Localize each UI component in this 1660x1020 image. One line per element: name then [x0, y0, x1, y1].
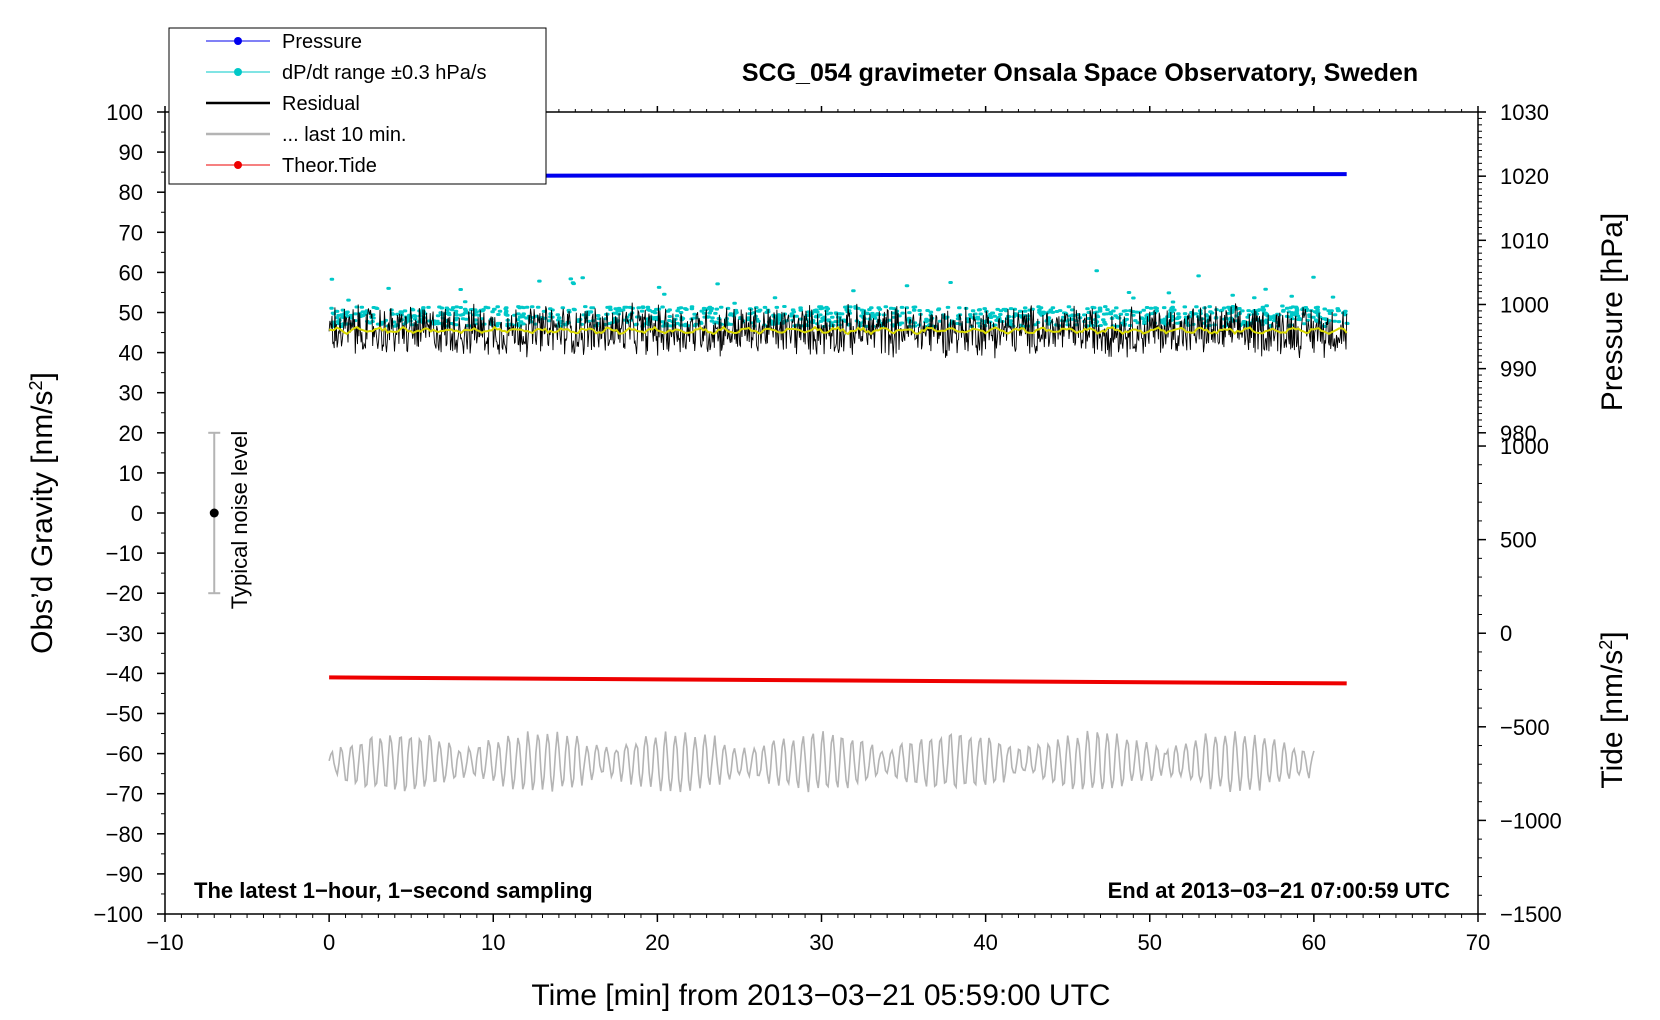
x-tick-label: 20: [645, 930, 669, 955]
y-tick-label: 90: [119, 140, 143, 165]
note-end-time: End at 2013−03−21 07:00:59 UTC: [1108, 878, 1451, 903]
x-tick-label: 10: [481, 930, 505, 955]
y-left-axis-title-close: ]: [26, 372, 59, 380]
tide-line: [329, 675, 1347, 686]
y-right-pressure-title: Pressure [hPa]: [1596, 213, 1629, 411]
x-tick-label: 60: [1302, 930, 1326, 955]
y-tick-label: −20: [106, 581, 143, 606]
tide-tick-label: −500: [1500, 715, 1550, 740]
x-tick-label: 40: [973, 930, 997, 955]
x-axis-ticks: −10 0 10 20 30 40 50 60 70: [146, 106, 1490, 955]
noise-bar-center: [209, 508, 219, 518]
y-tick-label: 80: [119, 180, 143, 205]
y-tick-label: −70: [106, 782, 143, 807]
y-tick-label: 20: [119, 421, 143, 446]
tide-tick-label: 1000: [1500, 434, 1549, 459]
legend: Pressure dP/dt range ±0.3 hPa/s Residual..…: [168, 27, 547, 185]
x-axis-title: Time [min] from 2013−03−21 05:59:00 UTC: [531, 979, 1110, 1012]
x-tick-label: −10: [146, 930, 183, 955]
legend-label: Residual: [282, 93, 360, 115]
y-tick-label: 70: [119, 220, 143, 245]
x-tick-label: 50: [1138, 930, 1162, 955]
y-left-axis-title: Obs’d Gravity [nm/s2]: [26, 372, 59, 654]
pressure-tick-label: 1010: [1500, 228, 1549, 253]
data-series: [328, 172, 1350, 793]
y-tick-label: 30: [119, 381, 143, 406]
legend-label: Pressure: [282, 31, 362, 53]
y-left-axis-title-sup: 2: [26, 380, 46, 390]
tide-tick-label: 500: [1500, 528, 1537, 553]
y-right-tide-title-close: ]: [1596, 631, 1629, 639]
y-tick-label: −40: [106, 661, 143, 686]
pressure-tick-label: 1020: [1500, 164, 1549, 189]
y-tick-label: −10: [106, 541, 143, 566]
y-tick-label: 10: [119, 461, 143, 486]
legend-marker: [234, 161, 242, 169]
last-10-min-line: [328, 730, 1315, 793]
tide-axis-ticks: 1000 500 0 −500 −1000 −1500: [1478, 434, 1562, 927]
y-tick-label: 0: [131, 501, 143, 526]
y-tick-label: −50: [106, 702, 143, 727]
plot-frame: [164, 111, 1479, 915]
residual-line: [328, 302, 1348, 359]
legend-marker: [234, 37, 242, 45]
legend-label: dP/dt range ±0.3 hPa/s: [282, 62, 486, 84]
note-sampling: The latest 1−hour, 1−second sampling: [194, 878, 593, 903]
y-tick-label: 60: [119, 260, 143, 285]
pressure-tick-label: 980: [1500, 421, 1537, 446]
pressure-tick-label: 1030: [1500, 100, 1549, 125]
y-tick-label: −100: [93, 902, 143, 927]
tide-tick-label: −1500: [1500, 902, 1562, 927]
x-tick-label: 0: [323, 930, 335, 955]
y-right-tide-title-sup: 2: [1596, 640, 1616, 650]
legend-label: Theor.Tide: [282, 155, 377, 177]
pressure-tick-label: 1000: [1500, 292, 1549, 317]
y-tick-label: −60: [106, 742, 143, 767]
y-right-tide-title: Tide [nm/s2]: [1596, 631, 1629, 788]
y-right-tide-title-main: Tide [nm/s: [1596, 650, 1629, 789]
y-tick-label: −80: [106, 822, 143, 847]
noise-level-bar: [208, 431, 221, 595]
legend-label: ... last 10 min.: [282, 124, 407, 146]
y-tick-label: −90: [106, 862, 143, 887]
y-tick-label: 100: [106, 100, 143, 125]
tide-tick-label: −1000: [1500, 808, 1562, 833]
tide-tick-label: 0: [1500, 621, 1512, 646]
y-tick-label: 40: [119, 341, 143, 366]
chart-title: SCG_054 gravimeter Onsala Space Observat…: [742, 59, 1418, 87]
legend-rows: Pressure dP/dt range ±0.3 hPa/s Residual..…: [206, 31, 486, 177]
y-tick-label: −30: [106, 621, 143, 646]
y-left-axis-title-main: Obs’d Gravity [nm/s: [26, 390, 59, 653]
y-tick-label: 50: [119, 301, 143, 326]
pressure-axis-ticks: 1030 1020 1010 1000 990 980: [1478, 100, 1549, 446]
pressure-tick-label: 990: [1500, 357, 1537, 382]
y-left-axis-ticks: 1009080706050403020100−10−20−30−40−50−60…: [93, 100, 165, 927]
noise-level-label: Typical noise level: [227, 431, 252, 610]
legend-marker: [234, 68, 242, 76]
x-tick-label: 70: [1466, 930, 1490, 955]
residual-smoothed-line: [328, 325, 1348, 336]
x-tick-label: 30: [809, 930, 833, 955]
legend-box: [168, 27, 547, 185]
